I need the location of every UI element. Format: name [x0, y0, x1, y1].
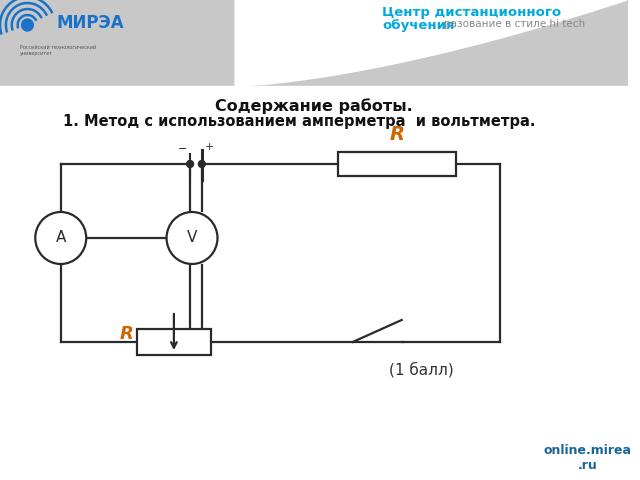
Text: −: − — [178, 144, 187, 154]
Circle shape — [166, 212, 218, 264]
Text: МИРЭА: МИРЭА — [57, 14, 124, 32]
Polygon shape — [235, 0, 627, 86]
Text: A: A — [56, 230, 66, 245]
Text: Содержание работы.: Содержание работы. — [214, 98, 412, 114]
Circle shape — [35, 212, 86, 264]
Bar — [137, 329, 211, 355]
Text: online.mirea
.ru: online.mirea .ru — [544, 444, 632, 472]
Text: (1 балл): (1 балл) — [389, 362, 454, 378]
Text: 1. Метод с использованием амперметра  и вольтметра.: 1. Метод с использованием амперметра и в… — [63, 114, 535, 129]
Circle shape — [22, 19, 33, 31]
Circle shape — [187, 160, 193, 168]
Text: разование в стиле hi tech: разование в стиле hi tech — [444, 19, 585, 29]
Text: R: R — [120, 325, 133, 343]
Circle shape — [198, 160, 205, 168]
Text: Центр дистанционного: Центр дистанционного — [382, 6, 561, 19]
Text: R: R — [389, 125, 404, 144]
Text: V: V — [187, 230, 197, 245]
Text: Российский технологический
университет: Российский технологический университет — [20, 45, 96, 56]
Text: +: + — [205, 142, 214, 152]
Text: обучения: обучения — [382, 19, 454, 32]
Bar — [338, 152, 456, 176]
